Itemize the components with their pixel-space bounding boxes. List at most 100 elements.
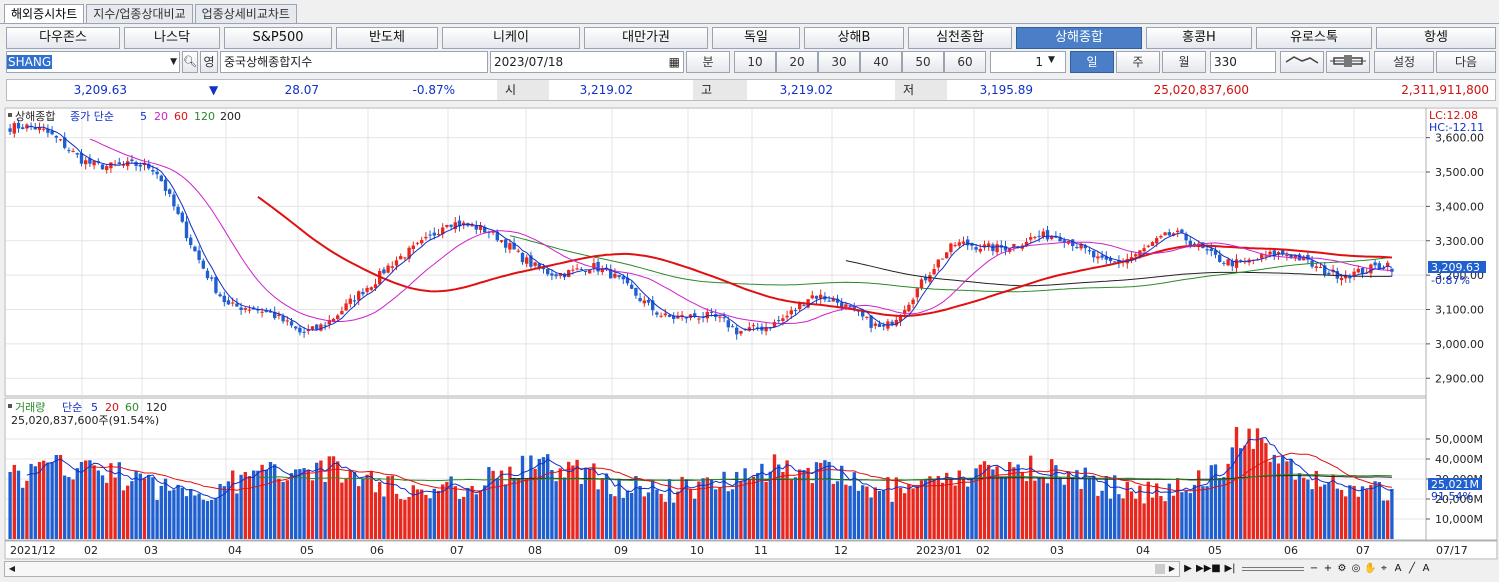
index-button-nasdaq[interactable]: 나스닥 [124, 27, 220, 49]
volume-bar [604, 473, 609, 539]
play-icon[interactable]: ▶ [1184, 563, 1192, 574]
stop-icon[interactable]: ■ [1211, 563, 1221, 574]
fast-forward-icon[interactable]: ▶▶ [1196, 563, 1212, 574]
volume-bar [714, 489, 718, 539]
minute-button[interactable]: 분 [686, 51, 730, 73]
interval-20-button[interactable]: 20 [776, 51, 818, 73]
next-button[interactable]: 다음 [1436, 51, 1496, 73]
candle-body [1260, 254, 1264, 259]
candle-body [898, 315, 903, 322]
index-button-nikkei[interactable]: 니케이 [442, 27, 580, 49]
volume-bar [105, 482, 109, 539]
volume-bar [344, 478, 348, 539]
interval-40-button[interactable]: 40 [860, 51, 902, 73]
volume-bar [1020, 472, 1024, 539]
line-chart-icon[interactable] [1280, 51, 1324, 73]
volume-bar [1318, 486, 1323, 539]
multiplier-select[interactable]: 1 [990, 51, 1066, 73]
index-button-shanghai-b[interactable]: 상해B [804, 27, 904, 49]
volume-bar [663, 501, 667, 539]
interval-10-button[interactable]: 10 [734, 51, 776, 73]
tab-overseas-chart[interactable]: 해외증시차트 [4, 4, 85, 24]
volume-bar [541, 457, 546, 539]
index-button-hangseng[interactable]: 항셍 [1376, 27, 1496, 49]
candle-body [869, 315, 873, 328]
candle-body [1163, 232, 1167, 236]
volume-bar [365, 474, 369, 539]
volume-bar [96, 470, 100, 539]
volume-bar [302, 468, 306, 539]
candle-body [1348, 276, 1352, 279]
candle-body [852, 307, 856, 309]
index-button-shanghai-composite[interactable]: 상해종합 [1016, 27, 1142, 49]
tab-index-compare[interactable]: 지수/업종상대비교 [86, 4, 193, 24]
period-month-button[interactable]: 월 [1162, 51, 1206, 73]
candle-body [1016, 246, 1020, 248]
chevron-down-icon[interactable]: ▼ [1048, 55, 1055, 65]
index-button-sp500[interactable]: S&P500 [224, 27, 332, 49]
index-button-dow[interactable]: 다우존스 [6, 27, 120, 49]
high-price: 3,219.02 [779, 83, 833, 97]
scroll-thumb[interactable] [1155, 564, 1165, 574]
volume-bar [957, 470, 961, 539]
index-button-hongkong-h[interactable]: 홍콩H [1146, 27, 1252, 49]
date-field[interactable]: 2023/07/18 ▦ [490, 51, 684, 73]
scroll-right-icon[interactable]: ▶ [1168, 564, 1176, 573]
candle-body [336, 315, 340, 319]
candle-body [281, 315, 285, 322]
chart-controls: SHANG ▼ 🔍︎ 영 중국상해종합지수 2023/07/18 ▦ 분 10 … [6, 51, 1496, 73]
target-icon[interactable]: ◎ [1351, 563, 1361, 574]
volume-bar [646, 492, 651, 539]
tab-sector-compare[interactable]: 업종상세비교차트 [194, 4, 297, 24]
text-tool-icon[interactable]: A [1422, 563, 1430, 574]
candle-chart-icon[interactable] [1326, 51, 1370, 73]
volume-bar [462, 496, 466, 539]
index-button-eurostoxx[interactable]: 유로스톡 [1256, 27, 1372, 49]
zoom-out-icon[interactable]: − [1309, 563, 1319, 574]
candle-body [894, 319, 898, 326]
count-field[interactable]: 330 [1210, 51, 1276, 73]
candle-body [982, 244, 987, 248]
settings-button[interactable]: 설정 [1374, 51, 1434, 73]
candle-body [915, 288, 919, 298]
candle-body [449, 224, 453, 227]
search-icon[interactable]: 🔍︎ [182, 51, 198, 73]
period-day-button[interactable]: 일 [1070, 51, 1114, 73]
candle-body [214, 277, 218, 293]
scroll-left-icon[interactable]: ◀ [8, 564, 16, 573]
skip-icon[interactable]: ▶| [1224, 563, 1236, 574]
volume-bar [831, 483, 835, 539]
calendar-icon[interactable]: ▦ [668, 55, 680, 69]
settings-icon[interactable]: ⚙ [1337, 563, 1347, 574]
chart-scrollbar[interactable]: ◀ ▶ [4, 561, 1180, 577]
volume-bar [1117, 494, 1121, 539]
volume-current-pct: 91.54% [1431, 490, 1473, 503]
speed-slider[interactable] [1242, 567, 1304, 571]
interval-50-button[interactable]: 50 [902, 51, 944, 73]
candle-body [344, 303, 348, 311]
hand-icon[interactable]: ✋ [1364, 563, 1377, 574]
pin-icon[interactable]: ⌖ [1381, 563, 1387, 574]
volume-legend-ma20: 20 [105, 401, 119, 414]
english-toggle[interactable]: 영 [200, 51, 218, 73]
ma120-line [509, 235, 1392, 293]
volume-bar [201, 499, 205, 539]
index-button-shenzhen[interactable]: 심천종합 [908, 27, 1012, 49]
interval-60-button[interactable]: 60 [944, 51, 986, 73]
index-button-taiwan[interactable]: 대만가권 [584, 27, 708, 49]
volume-current-tag-text: 25,021M [1431, 478, 1479, 491]
line-tool-icon[interactable]: ╱ [1408, 563, 1416, 574]
interval-30-button[interactable]: 30 [818, 51, 860, 73]
chevron-down-icon[interactable]: ▼ [170, 57, 177, 67]
chart-svg[interactable]: 3,600.003,500.003,400.003,300.003,200.00… [4, 107, 1498, 560]
period-week-button[interactable]: 주 [1116, 51, 1160, 73]
volume-bar [819, 462, 823, 539]
index-button-germany[interactable]: 독일 [712, 27, 800, 49]
font-size-icon[interactable]: A [1394, 563, 1402, 574]
index-button-semiconductor[interactable]: 반도체 [336, 27, 438, 49]
volume-bar [1369, 485, 1373, 539]
chart-area[interactable]: 3,600.00 3,500.00 3,400.00 3,300.00 3,200.00… [4, 107, 1498, 560]
volume-bar [1197, 470, 1201, 539]
zoom-in-icon[interactable]: + [1323, 563, 1333, 574]
code-field[interactable]: SHANG ▼ [6, 51, 180, 73]
